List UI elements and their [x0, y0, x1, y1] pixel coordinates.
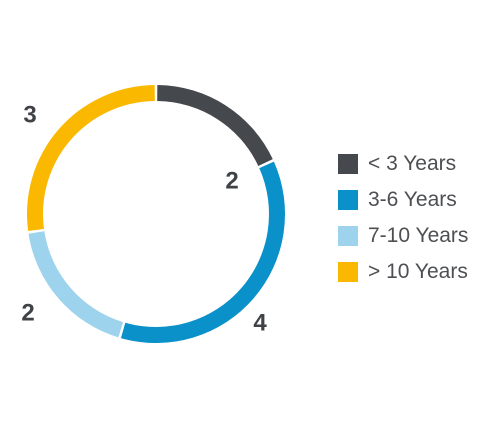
- legend-swatch: [338, 262, 358, 282]
- data-label-2: 4: [253, 309, 267, 336]
- legend-swatch: [338, 226, 358, 246]
- donut-slice-3: [28, 231, 124, 338]
- legend-label: > 10 Years: [368, 260, 468, 283]
- legend-item-2: 3-6 Years: [338, 182, 498, 218]
- donut-slice-1: [157, 85, 273, 166]
- data-label-3: 2: [21, 299, 34, 326]
- donut-slice-2: [120, 161, 285, 343]
- donut-slice-4: [27, 85, 155, 232]
- legend-label: 7-10 Years: [368, 224, 469, 247]
- chart-legend: < 3 Years 3-6 Years 7-10 Years > 10 Years: [338, 146, 498, 290]
- legend-item-3: 7-10 Years: [338, 218, 498, 254]
- legend-label: 3-6 Years: [368, 188, 457, 211]
- legend-swatch: [338, 190, 358, 210]
- data-label-4: 3: [23, 101, 36, 128]
- donut-slices: [27, 85, 285, 343]
- legend-swatch: [338, 154, 358, 174]
- legend-item-1: < 3 Years: [338, 146, 498, 182]
- data-label-1: 2: [225, 167, 238, 194]
- legend-label: < 3 Years: [368, 152, 457, 175]
- legend-item-4: > 10 Years: [338, 254, 498, 290]
- donut-data-labels: 2 4 2 3: [21, 101, 267, 336]
